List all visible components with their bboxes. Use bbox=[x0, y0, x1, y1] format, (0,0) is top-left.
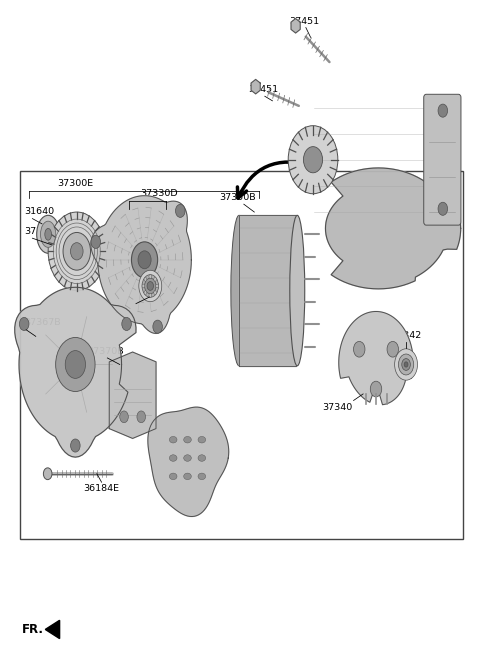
Polygon shape bbox=[325, 168, 461, 289]
Circle shape bbox=[387, 342, 398, 357]
Text: 37451: 37451 bbox=[289, 16, 320, 26]
Circle shape bbox=[156, 284, 158, 288]
Text: 37367B: 37367B bbox=[24, 318, 61, 327]
Polygon shape bbox=[91, 196, 192, 333]
Circle shape bbox=[63, 233, 91, 270]
Ellipse shape bbox=[198, 455, 205, 461]
Circle shape bbox=[149, 294, 152, 297]
Ellipse shape bbox=[231, 215, 247, 366]
Circle shape bbox=[153, 320, 162, 333]
Ellipse shape bbox=[36, 215, 60, 253]
Text: 36184E: 36184E bbox=[84, 484, 120, 493]
Text: 37300E: 37300E bbox=[57, 179, 94, 189]
Circle shape bbox=[176, 204, 185, 217]
Circle shape bbox=[404, 362, 408, 367]
Circle shape bbox=[398, 354, 414, 375]
Ellipse shape bbox=[45, 229, 51, 240]
Circle shape bbox=[370, 381, 382, 397]
Polygon shape bbox=[15, 287, 136, 457]
Text: 37342: 37342 bbox=[391, 330, 421, 340]
Circle shape bbox=[71, 242, 83, 260]
Text: 37321B: 37321B bbox=[24, 227, 61, 236]
Text: 31640: 31640 bbox=[24, 207, 54, 216]
FancyBboxPatch shape bbox=[424, 95, 461, 225]
Circle shape bbox=[144, 278, 156, 294]
Circle shape bbox=[132, 242, 157, 278]
Circle shape bbox=[147, 282, 154, 290]
Polygon shape bbox=[339, 311, 413, 405]
Ellipse shape bbox=[184, 436, 192, 443]
Polygon shape bbox=[45, 620, 60, 639]
Circle shape bbox=[144, 291, 147, 294]
Text: 37451: 37451 bbox=[248, 85, 278, 95]
Polygon shape bbox=[291, 18, 300, 33]
Text: 37334: 37334 bbox=[114, 306, 144, 315]
Ellipse shape bbox=[198, 436, 205, 443]
Ellipse shape bbox=[169, 473, 177, 480]
Circle shape bbox=[56, 338, 95, 392]
Polygon shape bbox=[109, 352, 156, 438]
Circle shape bbox=[142, 275, 158, 297]
Circle shape bbox=[139, 270, 162, 302]
Circle shape bbox=[43, 468, 52, 480]
Circle shape bbox=[402, 359, 410, 371]
Bar bbox=[20, 171, 463, 539]
Ellipse shape bbox=[40, 221, 56, 248]
Ellipse shape bbox=[169, 455, 177, 461]
Circle shape bbox=[438, 202, 447, 215]
Ellipse shape bbox=[184, 455, 192, 461]
Circle shape bbox=[438, 104, 447, 117]
Text: 37370B: 37370B bbox=[87, 347, 124, 356]
Circle shape bbox=[91, 235, 100, 248]
Circle shape bbox=[144, 277, 147, 281]
Circle shape bbox=[142, 284, 145, 288]
Polygon shape bbox=[251, 79, 260, 94]
Circle shape bbox=[71, 439, 80, 452]
Text: 37350B: 37350B bbox=[219, 193, 256, 202]
Circle shape bbox=[137, 411, 145, 422]
Text: 37340: 37340 bbox=[323, 403, 353, 412]
Ellipse shape bbox=[198, 473, 205, 480]
Circle shape bbox=[154, 277, 156, 281]
Circle shape bbox=[154, 291, 156, 294]
Text: 37330D: 37330D bbox=[140, 189, 178, 198]
Ellipse shape bbox=[290, 215, 305, 366]
Circle shape bbox=[65, 351, 85, 378]
Circle shape bbox=[120, 411, 128, 422]
Circle shape bbox=[395, 349, 418, 380]
Circle shape bbox=[122, 317, 132, 330]
Text: FR.: FR. bbox=[22, 623, 43, 636]
Polygon shape bbox=[239, 215, 296, 366]
Circle shape bbox=[288, 125, 338, 194]
Circle shape bbox=[149, 275, 152, 279]
Ellipse shape bbox=[184, 473, 192, 480]
Circle shape bbox=[19, 317, 29, 330]
Circle shape bbox=[353, 342, 365, 357]
Circle shape bbox=[48, 212, 106, 290]
Polygon shape bbox=[148, 407, 229, 516]
Circle shape bbox=[303, 147, 323, 173]
Ellipse shape bbox=[169, 436, 177, 443]
Circle shape bbox=[138, 251, 151, 269]
